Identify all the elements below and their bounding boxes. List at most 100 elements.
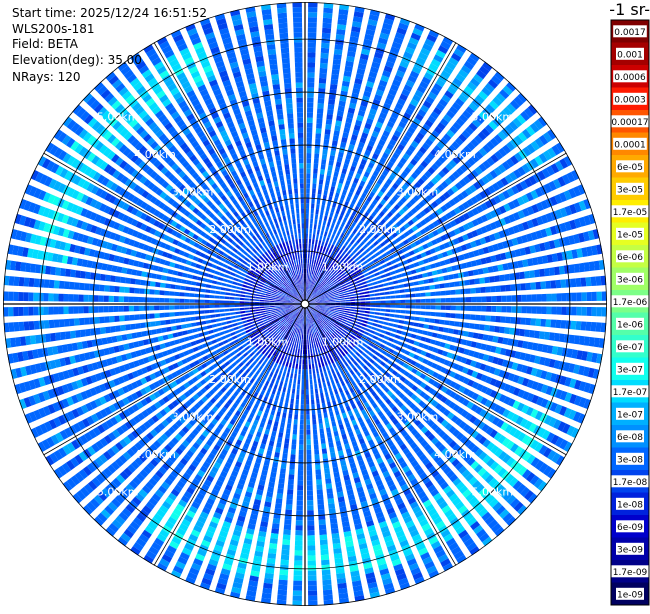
gate-cell xyxy=(359,289,364,292)
gate-cell xyxy=(420,311,425,315)
gate-cell xyxy=(432,270,438,275)
gate-cell xyxy=(307,450,312,455)
gate-cell xyxy=(330,452,336,458)
gate-cell xyxy=(308,17,317,22)
gate-cell xyxy=(298,465,303,470)
gate-cell xyxy=(273,384,277,390)
gate-cell xyxy=(489,276,495,283)
gate-cell xyxy=(340,308,345,310)
gate-cell xyxy=(316,118,322,124)
gate-cell xyxy=(267,445,273,451)
gate-cell xyxy=(551,294,556,302)
gate-cell xyxy=(308,12,317,17)
gate-cell xyxy=(325,305,330,306)
gate-cell xyxy=(338,215,343,221)
gate-cell xyxy=(526,318,532,325)
gate-cell xyxy=(303,319,304,324)
gate-cell xyxy=(329,364,333,369)
gate-cell xyxy=(396,305,401,308)
gate-cell xyxy=(526,306,531,313)
gate-cell xyxy=(280,468,286,474)
gate-cell xyxy=(236,333,242,337)
gate-cell xyxy=(511,295,516,302)
gate-cell xyxy=(349,314,354,317)
gate-cell xyxy=(401,300,406,303)
gate-cell xyxy=(328,232,332,238)
gate-cell xyxy=(485,315,491,321)
gate-cell xyxy=(313,338,315,343)
gate-cell xyxy=(309,374,312,379)
gate-cell xyxy=(282,540,290,546)
gate-cell xyxy=(282,413,286,419)
gate-cell xyxy=(280,397,284,403)
gate-cell xyxy=(300,420,304,425)
gate-cell xyxy=(238,337,244,342)
gate-cell xyxy=(390,271,396,275)
gate-cell xyxy=(363,284,368,287)
gate-cell xyxy=(334,213,338,219)
gate-cell xyxy=(295,348,297,353)
gate-cell xyxy=(436,305,441,309)
gate-cell xyxy=(285,398,289,404)
gate-cell xyxy=(425,318,431,323)
gate-cell xyxy=(577,292,582,301)
gate-cell xyxy=(427,331,433,336)
gate-cell xyxy=(321,443,326,449)
gate-cell xyxy=(301,395,304,400)
gate-cell xyxy=(315,464,321,469)
gate-cell xyxy=(334,130,340,136)
gate-cell xyxy=(326,488,333,494)
gate-cell xyxy=(306,415,310,420)
gate-cell xyxy=(314,153,319,158)
gate-cell xyxy=(332,176,337,182)
gate-cell xyxy=(307,148,312,153)
gate-cell xyxy=(299,440,304,445)
gate-cell xyxy=(541,319,547,327)
gate-cell xyxy=(367,322,373,326)
gate-cell xyxy=(323,585,332,591)
gate-cell xyxy=(406,300,411,303)
gate-cell xyxy=(264,357,269,362)
gate-cell xyxy=(384,336,390,341)
gate-cell xyxy=(288,484,294,490)
gate-cell xyxy=(501,296,506,302)
gate-cell xyxy=(499,327,505,334)
gate-cell xyxy=(329,191,334,197)
gate-cell xyxy=(308,566,317,571)
gate-cell xyxy=(310,269,312,274)
gate-cell xyxy=(425,312,430,316)
gate-cell xyxy=(561,320,567,329)
gate-cell xyxy=(307,510,314,515)
gate-cell xyxy=(331,74,339,80)
gate-cell xyxy=(321,362,324,367)
gate-cell xyxy=(272,389,276,395)
gate-cell xyxy=(364,288,369,291)
gate-cell xyxy=(320,302,325,303)
gate-cell xyxy=(307,445,312,450)
gate-cell xyxy=(325,124,331,130)
gate-cell xyxy=(276,358,280,363)
gate-cell xyxy=(385,272,391,276)
gate-cell xyxy=(328,354,332,359)
gate-cell xyxy=(435,319,441,324)
gate-cell xyxy=(391,300,396,303)
gate-cell xyxy=(325,392,329,398)
gate-cell xyxy=(366,279,372,283)
gate-cell xyxy=(509,273,515,280)
gate-cell xyxy=(417,274,423,279)
gate-cell xyxy=(307,73,314,78)
gate-cell xyxy=(531,306,536,313)
gate-cell xyxy=(437,269,443,274)
gate-cell xyxy=(285,510,292,516)
gate-cell xyxy=(318,419,322,425)
gate-cell xyxy=(320,63,328,69)
gate-cell xyxy=(277,375,281,381)
gate-cell xyxy=(327,402,331,408)
gate-cell xyxy=(536,282,542,290)
gate-cell xyxy=(324,216,328,222)
gate-cell xyxy=(278,590,288,596)
gate-cell xyxy=(286,429,291,435)
gate-cell xyxy=(319,424,324,430)
gate-cell xyxy=(383,283,389,287)
gate-cell xyxy=(359,275,364,279)
